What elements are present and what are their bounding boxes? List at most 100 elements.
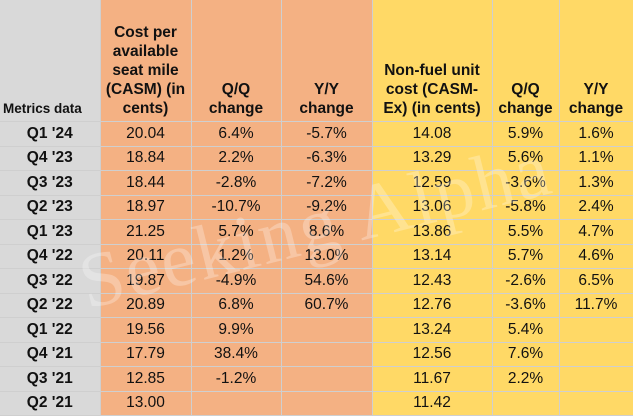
casmex-yy-header[interactable]: Y/Y change [559, 0, 633, 122]
casmex-qq-cell[interactable]: 5.5% [492, 219, 560, 245]
casm-yy-header[interactable]: Y/Y change [281, 0, 373, 122]
period-cell[interactable]: Q1 '24 [0, 121, 101, 147]
casm-yy-cell[interactable]: 8.6% [281, 219, 373, 245]
casm-yy-cell[interactable] [281, 366, 373, 392]
casm-yy-cell[interactable]: -9.2% [281, 195, 373, 220]
casm-qq-cell[interactable]: -1.2% [191, 366, 282, 392]
casmex-cell[interactable]: 12.59 [372, 170, 493, 196]
casm-qq-cell[interactable]: 6.4% [191, 121, 282, 147]
casm-yy-cell[interactable]: 13.0% [281, 244, 373, 269]
header-row: Metrics data Cost per available seat mil… [0, 0, 633, 122]
casm-qq-cell[interactable]: 1.2% [191, 244, 282, 269]
casmex-yy-cell[interactable]: 1.6% [559, 121, 633, 147]
casmex-cell[interactable]: 13.29 [372, 146, 493, 171]
casmex-cell[interactable]: 13.14 [372, 244, 493, 269]
period-cell[interactable]: Q2 '21 [0, 391, 101, 416]
casmex-cell[interactable]: 11.67 [372, 366, 493, 392]
casmex-qq-cell[interactable]: -2.6% [492, 268, 560, 294]
casmex-cell[interactable]: 11.42 [372, 391, 493, 416]
period-cell[interactable]: Q2 '23 [0, 195, 101, 220]
casm-qq-cell[interactable]: 38.4% [191, 342, 282, 367]
casmex-qq-cell[interactable] [492, 391, 560, 416]
casm-cell[interactable]: 21.25 [100, 219, 192, 245]
table-row: Q4 '21 17.79 38.4% 12.56 7.6% [0, 342, 633, 367]
casmex-qq-cell[interactable]: 5.6% [492, 146, 560, 171]
table-row: Q2 '23 18.97 -10.7% -9.2% 13.06 -5.8% 2.… [0, 195, 633, 220]
casm-cell[interactable]: 19.87 [100, 268, 192, 294]
casm-cell[interactable]: 20.11 [100, 244, 192, 269]
casmex-cell[interactable]: 13.24 [372, 317, 493, 343]
casmex-header[interactable]: Non-fuel unit cost (CASM-Ex) (in cents) [372, 0, 493, 122]
casmex-cell[interactable]: 13.06 [372, 195, 493, 220]
casmex-yy-cell[interactable]: 11.7% [559, 293, 633, 318]
casm-yy-cell[interactable]: -5.7% [281, 121, 373, 147]
casm-yy-cell[interactable] [281, 317, 373, 343]
casm-yy-cell[interactable]: 60.7% [281, 293, 373, 318]
casm-cell[interactable]: 12.85 [100, 366, 192, 392]
period-cell[interactable]: Q4 '22 [0, 244, 101, 269]
casm-cell[interactable]: 19.56 [100, 317, 192, 343]
casm-qq-cell[interactable] [191, 391, 282, 416]
casm-qq-cell[interactable]: -2.8% [191, 170, 282, 196]
casmex-cell[interactable]: 12.43 [372, 268, 493, 294]
table-row: Q4 '22 20.11 1.2% 13.0% 13.14 5.7% 4.6% [0, 244, 633, 269]
casmex-qq-cell[interactable]: 5.9% [492, 121, 560, 147]
casm-cell[interactable]: 17.79 [100, 342, 192, 367]
period-cell[interactable]: Q3 '23 [0, 170, 101, 196]
casmex-yy-cell[interactable] [559, 391, 633, 416]
casmex-qq-cell[interactable]: -3.6% [492, 293, 560, 318]
casm-cell[interactable]: 18.97 [100, 195, 192, 220]
casm-qq-cell[interactable]: 9.9% [191, 317, 282, 343]
casm-yy-cell[interactable]: -6.3% [281, 146, 373, 171]
casmex-yy-cell[interactable]: 1.1% [559, 146, 633, 171]
metrics-data-header[interactable]: Metrics data [0, 0, 101, 122]
period-cell[interactable]: Q1 '22 [0, 317, 101, 343]
casmex-qq-cell[interactable]: 2.2% [492, 366, 560, 392]
casm-qq-cell[interactable]: -4.9% [191, 268, 282, 294]
casmex-cell[interactable]: 12.76 [372, 293, 493, 318]
table-row: Q1 '24 20.04 6.4% -5.7% 14.08 5.9% 1.6% [0, 121, 633, 147]
casmex-yy-cell[interactable]: 1.3% [559, 170, 633, 196]
casm-cell[interactable]: 18.84 [100, 146, 192, 171]
casmex-qq-cell[interactable]: 5.7% [492, 244, 560, 269]
table-row: Q1 '22 19.56 9.9% 13.24 5.4% [0, 317, 633, 343]
casmex-qq-cell[interactable]: -5.8% [492, 195, 560, 220]
period-cell[interactable]: Q4 '23 [0, 146, 101, 171]
casm-header[interactable]: Cost per available seat mile (CASM) (in … [100, 0, 192, 122]
casmex-yy-cell[interactable] [559, 342, 633, 367]
casmex-qq-cell[interactable]: 7.6% [492, 342, 560, 367]
casmex-qq-cell[interactable]: -3.6% [492, 170, 560, 196]
casm-qq-header[interactable]: Q/Q change [191, 0, 282, 122]
casmex-yy-cell[interactable] [559, 366, 633, 392]
period-cell[interactable]: Q2 '22 [0, 293, 101, 318]
casmex-yy-cell[interactable]: 4.7% [559, 219, 633, 245]
casm-qq-cell[interactable]: 2.2% [191, 146, 282, 171]
period-cell[interactable]: Q4 '21 [0, 342, 101, 367]
casmex-qq-header[interactable]: Q/Q change [492, 0, 560, 122]
casm-yy-cell[interactable] [281, 342, 373, 367]
casm-yy-cell[interactable] [281, 391, 373, 416]
casmex-cell[interactable]: 12.56 [372, 342, 493, 367]
casm-cell[interactable]: 20.04 [100, 121, 192, 147]
casm-qq-cell[interactable]: -10.7% [191, 195, 282, 220]
casm-qq-cell[interactable]: 6.8% [191, 293, 282, 318]
casmex-qq-cell[interactable]: 5.4% [492, 317, 560, 343]
casm-yy-cell[interactable]: 54.6% [281, 268, 373, 294]
table-row: Q1 '23 21.25 5.7% 8.6% 13.86 5.5% 4.7% [0, 219, 633, 245]
casm-yy-cell[interactable]: -7.2% [281, 170, 373, 196]
casmex-yy-cell[interactable]: 4.6% [559, 244, 633, 269]
casm-qq-cell[interactable]: 5.7% [191, 219, 282, 245]
casmex-cell[interactable]: 14.08 [372, 121, 493, 147]
casm-cell[interactable]: 18.44 [100, 170, 192, 196]
period-cell[interactable]: Q1 '23 [0, 219, 101, 245]
casmex-cell[interactable]: 13.86 [372, 219, 493, 245]
period-cell[interactable]: Q3 '22 [0, 268, 101, 294]
casmex-yy-cell[interactable]: 2.4% [559, 195, 633, 220]
period-cell[interactable]: Q3 '21 [0, 366, 101, 392]
casmex-yy-cell[interactable]: 6.5% [559, 268, 633, 294]
casmex-yy-cell[interactable] [559, 317, 633, 343]
casm-cell[interactable]: 13.00 [100, 391, 192, 416]
casm-cell[interactable]: 20.89 [100, 293, 192, 318]
